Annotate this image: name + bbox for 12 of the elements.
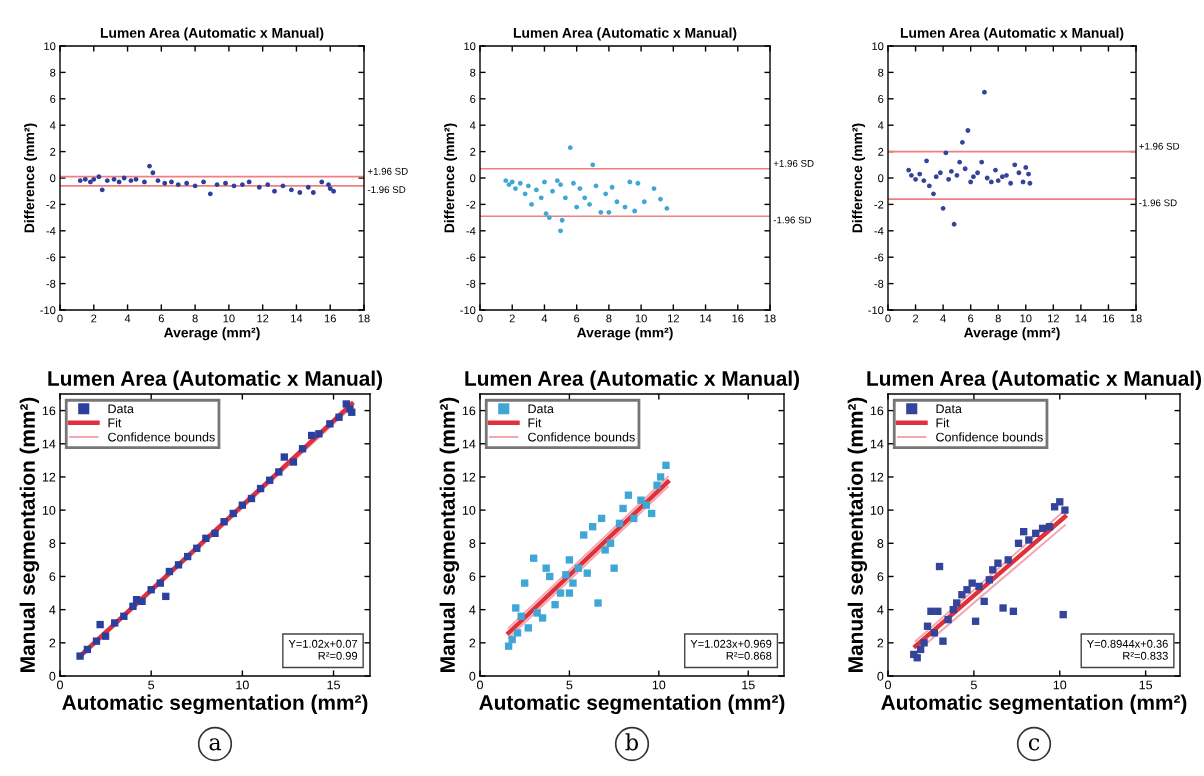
x-axis-title: Automatic segmentation (mm²) <box>62 694 368 715</box>
chart-title: Lumen Area (Automatic x Manual) <box>465 370 800 390</box>
text: b <box>625 733 638 751</box>
y-axis-title: Manual segmentation (mm²) <box>439 397 460 672</box>
x-axis-title: Automatic segmentation (mm²) <box>479 694 785 715</box>
y-axis-title: Manual segmentation (mm²) <box>19 397 40 672</box>
x-axis-title: Automatic segmentation (mm²) <box>881 694 1187 715</box>
y-axis-title: Manual segmentation (mm²) <box>847 397 868 672</box>
chart-title: Lumen Area (Automatic x Manual) <box>867 370 1202 390</box>
text: a <box>209 738 221 751</box>
chart-title: Lumen Area (Automatic x Manual) <box>48 370 383 390</box>
text: c <box>1028 738 1040 751</box>
